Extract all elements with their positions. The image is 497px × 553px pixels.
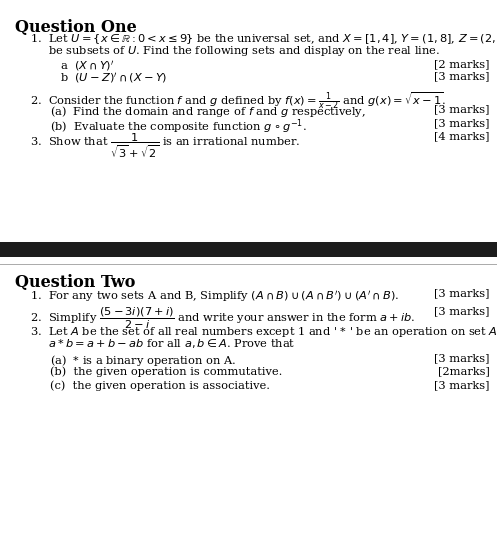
Text: [3 marks]: [3 marks] [434, 380, 490, 390]
Text: (b)  Evaluate the composite function $g \circ g^{-1}$.: (b) Evaluate the composite function $g \… [50, 118, 307, 137]
Text: [3 marks]: [3 marks] [434, 289, 490, 299]
Text: (a)  Find the domain and range of $f$ and $g$ respectively,: (a) Find the domain and range of $f$ and… [50, 104, 365, 119]
Text: [4 marks]: [4 marks] [434, 132, 490, 142]
Text: (c)  the given operation is associative.: (c) the given operation is associative. [50, 380, 270, 391]
Text: b  $(U - Z)' \cap (X - Y)$: b $(U - Z)' \cap (X - Y)$ [60, 71, 167, 85]
Text: 1.  Let $U = \{x \in \mathbb{R} : 0 < x \leq 9\}$ be the universal set, and $X =: 1. Let $U = \{x \in \mathbb{R} : 0 < x \… [30, 33, 497, 46]
Text: be subsets of $U$. Find the following sets and display on the real line.: be subsets of $U$. Find the following se… [30, 44, 440, 58]
Text: [3 marks]: [3 marks] [434, 104, 490, 114]
Text: 1.  For any two sets A and B, Simplify $(A \cap B) \cup (A \cap B') \cup (A' \ca: 1. For any two sets A and B, Simplify $(… [30, 289, 399, 304]
Text: 3.  Let $A$ be the set of all real numbers except 1 and ' $*$ ' be an operation : 3. Let $A$ be the set of all real number… [30, 325, 497, 339]
Text: $a * b = a + b - ab$ for all $a, b \in A$. Prove that: $a * b = a + b - ab$ for all $a, b \in A… [30, 337, 295, 350]
Bar [0, 242, 497, 257]
Text: Question One: Question One [15, 19, 137, 36]
Text: [3 marks]: [3 marks] [434, 118, 490, 128]
Text: a  $(X \cap Y)'$: a $(X \cap Y)'$ [60, 59, 114, 73]
Text: (b)  the given operation is commutative.: (b) the given operation is commutative. [50, 367, 282, 377]
Text: 3.  Show that $\dfrac{1}{\sqrt{3}+\sqrt{2}}$ is an irrational number.: 3. Show that $\dfrac{1}{\sqrt{3}+\sqrt{2… [30, 132, 300, 160]
Text: [3 marks]: [3 marks] [434, 306, 490, 316]
Text: 2.  Consider the function $f$ and $g$ defined by $f(x) = \frac{1}{x-2}$ and $g(x: 2. Consider the function $f$ and $g$ def… [30, 90, 446, 111]
Text: Question Two: Question Two [15, 274, 135, 291]
Text: [2marks]: [2marks] [438, 367, 490, 377]
Text: [3 marks]: [3 marks] [434, 353, 490, 363]
Text: [3 marks]: [3 marks] [434, 71, 490, 81]
Text: (a)  $*$ is a binary operation on A.: (a) $*$ is a binary operation on A. [50, 353, 236, 368]
Text: 2.  Simplify $\dfrac{(5-3i)(7+i)}{2-i}$ and write your answer in the form $a + i: 2. Simplify $\dfrac{(5-3i)(7+i)}{2-i}$ a… [30, 306, 415, 331]
Text: [2 marks]: [2 marks] [434, 59, 490, 69]
